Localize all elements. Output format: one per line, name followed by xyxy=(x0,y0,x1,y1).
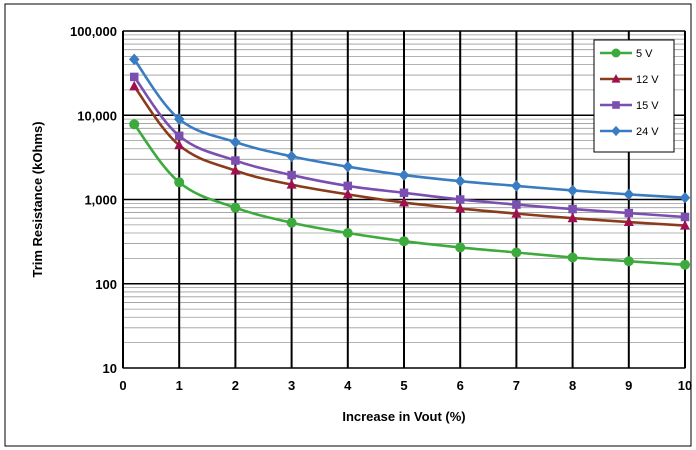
y-axis-title: Trim Resistance (kOhms) xyxy=(30,121,45,277)
data-point xyxy=(230,165,241,175)
series-layer xyxy=(128,53,691,270)
x-tick-label: 2 xyxy=(232,378,239,393)
y-tick-label: 10,000 xyxy=(77,108,117,123)
data-point xyxy=(174,177,185,188)
x-tick-label: 6 xyxy=(457,378,464,393)
data-point xyxy=(286,217,297,228)
data-point xyxy=(286,150,297,163)
legend-item: 15 V xyxy=(600,100,659,112)
data-point xyxy=(680,212,690,222)
data-point xyxy=(455,203,466,213)
data-point xyxy=(511,180,522,192)
data-point xyxy=(231,156,240,165)
legend-swatch-marker xyxy=(611,74,621,83)
data-point xyxy=(680,220,690,230)
legend-item: 24 V xyxy=(600,125,659,138)
y-tick-label: 100 xyxy=(95,277,117,292)
data-point xyxy=(174,131,184,141)
data-point xyxy=(129,80,140,91)
legend-item: 5 V xyxy=(600,48,653,60)
data-point xyxy=(455,195,465,204)
x-tick-label: 8 xyxy=(569,378,576,393)
legend-swatch-marker xyxy=(612,101,620,109)
x-tick-label: 9 xyxy=(625,378,632,393)
data-point xyxy=(342,160,354,173)
data-point xyxy=(399,236,409,247)
data-point xyxy=(342,228,353,239)
x-tick-label: 1 xyxy=(176,378,183,393)
data-point xyxy=(174,139,185,150)
x-tick-label: 5 xyxy=(400,378,407,393)
legend-box xyxy=(593,39,675,153)
data-point xyxy=(623,188,635,201)
data-point xyxy=(567,184,578,197)
data-point xyxy=(623,256,634,267)
series-3 xyxy=(129,72,690,222)
legend-item: 12 V xyxy=(600,74,659,86)
data-point xyxy=(230,136,241,148)
data-point xyxy=(680,259,690,270)
y-tick-label: 1,000 xyxy=(84,193,117,208)
y-tick-label: 100,000 xyxy=(70,24,117,39)
y-tick-labels: 10 100 1,000 10,000 100,000 xyxy=(70,24,117,376)
data-point xyxy=(128,53,140,66)
legend-label: 5 V xyxy=(636,48,653,60)
data-point xyxy=(679,191,691,204)
x-tick-label: 0 xyxy=(119,378,126,393)
data-point xyxy=(511,208,522,218)
data-point xyxy=(454,175,466,187)
data-point xyxy=(398,169,410,181)
data-point xyxy=(286,179,297,189)
data-point xyxy=(343,181,353,191)
legend-label: 24 V xyxy=(636,126,659,138)
series-2 xyxy=(129,80,690,230)
data-point xyxy=(568,204,577,214)
data-point xyxy=(567,252,578,263)
legend: 5 V 12 V 15 V 24 V xyxy=(593,39,675,153)
data-point xyxy=(342,188,353,199)
series-1 xyxy=(129,119,690,270)
x-tick-labels: 0 1 2 3 4 5 6 7 8 9 10 xyxy=(119,378,692,393)
x-tick-label: 7 xyxy=(513,378,520,393)
data-point xyxy=(512,200,521,209)
data-point xyxy=(129,119,140,130)
x-tick-label: 3 xyxy=(288,378,295,393)
data-point xyxy=(455,242,466,253)
x-tick-label: 10 xyxy=(678,378,692,393)
legend-swatch-marker xyxy=(611,48,621,58)
data-point xyxy=(287,170,296,180)
data-point xyxy=(399,188,409,198)
x-axis-title: Increase in Vout (%) xyxy=(342,409,465,424)
legend-label: 15 V xyxy=(636,100,659,112)
legend-label: 12 V xyxy=(636,74,659,86)
data-point xyxy=(624,208,634,218)
x-tick-label: 4 xyxy=(344,378,352,393)
y-tick-label: 10 xyxy=(103,361,117,376)
data-point xyxy=(399,197,409,207)
legend-swatch-marker xyxy=(611,125,621,137)
data-point xyxy=(567,212,578,223)
data-point xyxy=(173,113,185,125)
data-point xyxy=(623,216,634,227)
data-point xyxy=(129,72,139,82)
data-point xyxy=(230,202,241,213)
data-point xyxy=(511,247,522,258)
series-4 xyxy=(128,53,691,204)
